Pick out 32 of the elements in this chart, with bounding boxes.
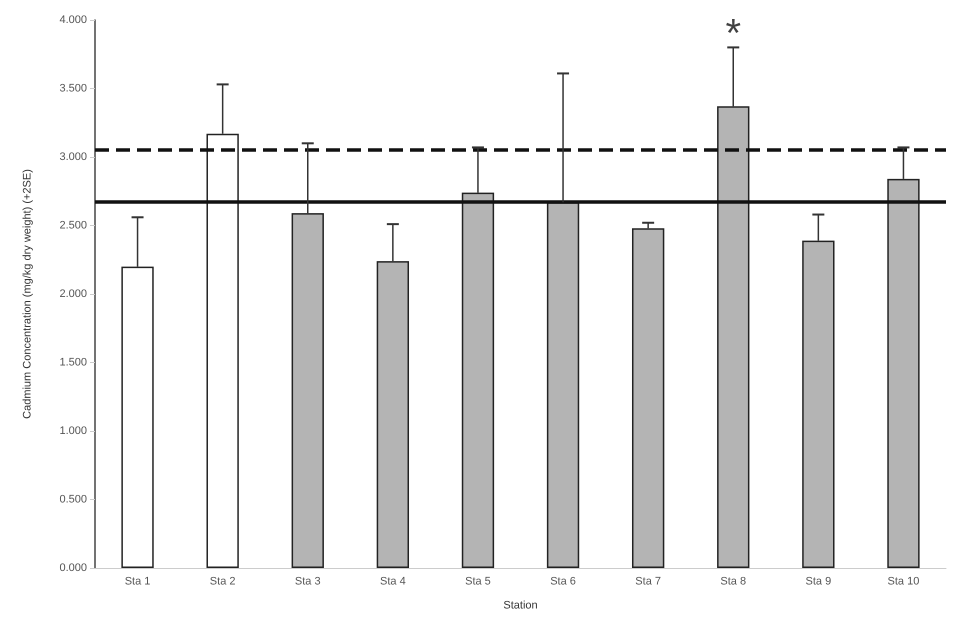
annotation: * xyxy=(725,11,742,56)
bar xyxy=(887,178,920,568)
x-tick-label: Sta 1 xyxy=(124,576,150,588)
x-tick-label: Sta 5 xyxy=(465,576,491,588)
x-tick-label: Sta 3 xyxy=(294,576,321,588)
y-tick-label: 3.500 xyxy=(59,82,87,94)
x-tick-label: Sta 2 xyxy=(210,576,236,588)
y-tick-label: 3.000 xyxy=(59,151,87,163)
y-axis-title: Cadmium Concentration (mg/kg dry weight) (+2SE) xyxy=(22,169,34,419)
y-tick-label: 0.500 xyxy=(59,494,87,506)
bar xyxy=(206,134,239,568)
bar xyxy=(632,228,664,568)
bar xyxy=(717,106,750,568)
y-tick-label: 1.500 xyxy=(59,356,87,368)
y-tick-label: 1.000 xyxy=(59,425,87,437)
x-tick-label: Sta 6 xyxy=(550,576,576,588)
bar xyxy=(121,266,154,568)
x-axis-title: Station xyxy=(503,600,538,612)
bar xyxy=(292,213,324,568)
x-tick-label: Sta 8 xyxy=(720,576,746,588)
bar xyxy=(546,202,580,568)
bar xyxy=(802,240,835,568)
x-tick-label: Sta 7 xyxy=(635,576,661,588)
bar xyxy=(376,261,410,568)
x-tick-label: Sta 10 xyxy=(888,576,920,588)
y-tick-label: 0.000 xyxy=(59,562,87,574)
x-tick-label: Sta 9 xyxy=(806,576,832,588)
y-tick-label: 4.000 xyxy=(59,14,87,26)
bar xyxy=(462,192,494,568)
y-tick-label: 2.500 xyxy=(59,220,87,232)
y-tick-label: 2.000 xyxy=(59,288,87,300)
x-tick-label: Sta 4 xyxy=(380,576,406,588)
